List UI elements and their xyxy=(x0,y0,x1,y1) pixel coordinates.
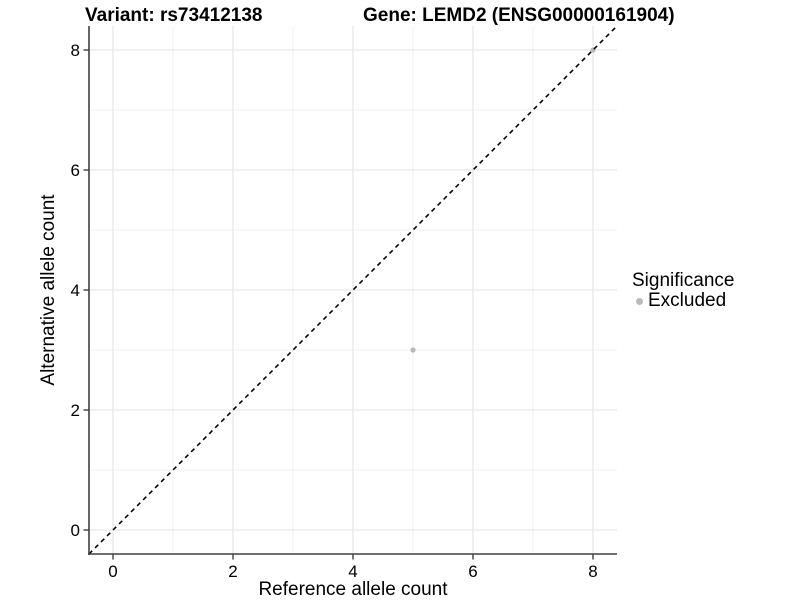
y-axis-title: Alternative allele count xyxy=(38,194,59,386)
y-tick-label: 4 xyxy=(71,281,80,300)
legend-title: Significance xyxy=(632,270,735,291)
x-tick-label: 6 xyxy=(468,562,477,581)
legend-item-excluded: Excluded xyxy=(632,291,734,311)
y-tick-label: 0 xyxy=(71,521,80,540)
identity-line xyxy=(88,25,618,555)
x-tick-label: 4 xyxy=(348,562,357,581)
y-tick-label: 2 xyxy=(71,401,80,420)
y-tick-label: 8 xyxy=(71,41,80,60)
y-tick-label: 6 xyxy=(71,161,80,180)
x-tick-label: 8 xyxy=(588,562,597,581)
legend: Significance Excluded xyxy=(632,270,734,311)
x-tick-label: 2 xyxy=(228,562,237,581)
variant-title: Variant: rs73412138 xyxy=(85,5,263,26)
x-tick-label: 0 xyxy=(108,562,117,581)
data-point xyxy=(410,347,416,353)
gene-title: Gene: LEMD2 (ENSG00000161904) xyxy=(363,5,675,26)
excluded-point-icon xyxy=(636,297,643,305)
x-axis-title: Reference allele count xyxy=(258,579,448,600)
legend-item-label: Excluded xyxy=(648,290,727,311)
